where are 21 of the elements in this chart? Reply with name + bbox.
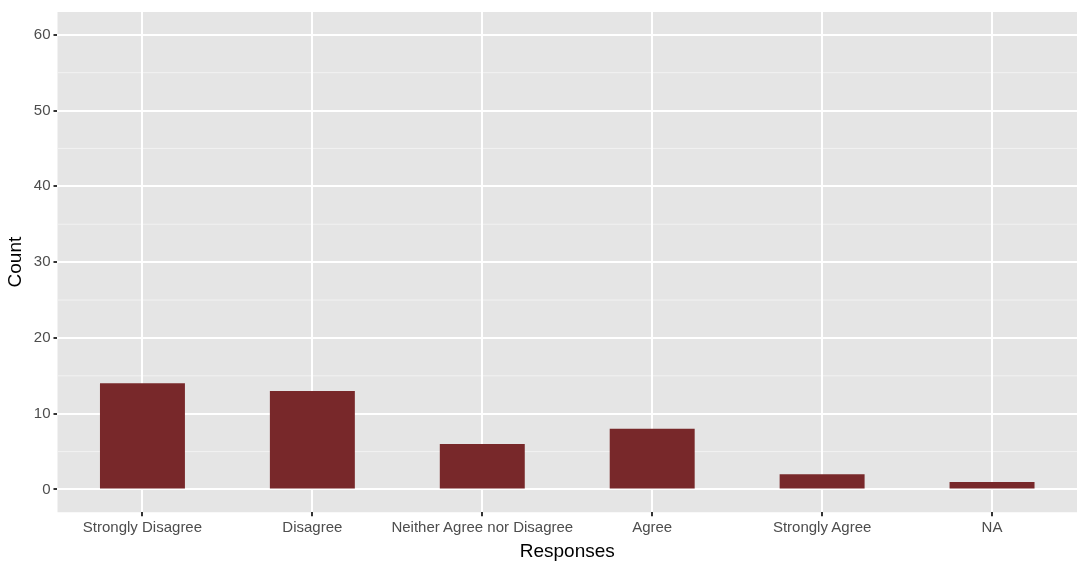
x-tick-label: Agree (632, 518, 673, 536)
y-tick-label: 60 (33, 24, 51, 42)
y-tick-label: 0 (42, 479, 51, 497)
y-tick-label: 10 (33, 403, 51, 421)
x-tick-label: Neither Agree nor Disagree (391, 518, 574, 536)
y-tick-label: 30 (33, 252, 51, 270)
x-tick-label: Strongly Disagree (82, 518, 203, 536)
bar (779, 474, 865, 489)
bar (99, 383, 185, 489)
x-tick-label: NA (981, 518, 1003, 536)
y-axis-title: Count (3, 236, 25, 288)
y-tick-label: 40 (33, 176, 51, 194)
x-tick-label: Disagree (282, 518, 343, 536)
bar (439, 443, 525, 489)
x-tick-label: Strongly Agree (772, 518, 872, 536)
bar (609, 428, 695, 489)
x-axis-title: Responses (519, 539, 615, 561)
y-tick-label: 50 (33, 100, 51, 118)
y-tick-label: 20 (33, 328, 51, 346)
bar (949, 481, 1035, 489)
bar (269, 390, 355, 489)
